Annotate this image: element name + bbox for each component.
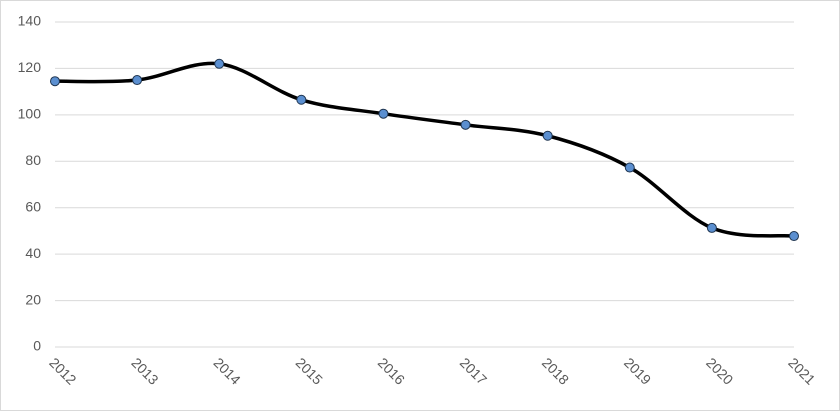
y-tick-label: 140 bbox=[18, 13, 42, 29]
marker bbox=[624, 162, 635, 173]
y-tick-label: 0 bbox=[33, 338, 41, 354]
y-tick-label: 60 bbox=[25, 198, 41, 214]
marker bbox=[132, 75, 143, 86]
y-tick-label: 100 bbox=[18, 106, 42, 122]
marker bbox=[50, 76, 60, 87]
line bbox=[54, 61, 795, 238]
marker bbox=[789, 231, 799, 242]
y-tick-label: 40 bbox=[25, 245, 41, 261]
marker bbox=[296, 94, 307, 105]
y-tick-label: 20 bbox=[25, 291, 41, 307]
y-tick-label: 80 bbox=[25, 152, 41, 168]
marker bbox=[706, 222, 717, 233]
marker bbox=[542, 130, 553, 141]
marker bbox=[460, 119, 471, 130]
marker bbox=[378, 108, 389, 119]
marker bbox=[214, 58, 225, 69]
y-tick-label: 120 bbox=[18, 59, 42, 75]
